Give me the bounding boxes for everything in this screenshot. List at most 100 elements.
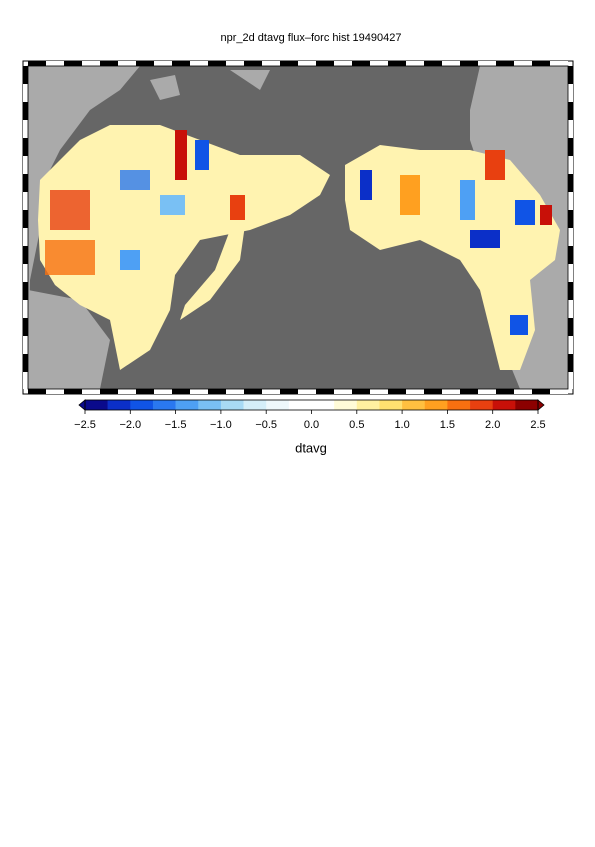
border-segment	[568, 318, 573, 336]
border-segment	[23, 354, 28, 372]
data-cells	[45, 130, 552, 335]
border-segment	[388, 389, 406, 394]
border-segment	[172, 61, 190, 66]
border-segment	[568, 156, 573, 174]
border-segment	[23, 282, 28, 300]
border-segment	[388, 61, 406, 66]
colorbar-bin	[492, 400, 516, 410]
border-segment	[262, 389, 280, 394]
border-segment	[82, 61, 100, 66]
border-segment	[23, 156, 28, 174]
land	[28, 290, 110, 389]
colorbar-bin	[288, 400, 312, 410]
colorbar-tick-label: 2.5	[530, 419, 545, 431]
colorbar-tick-label: 1.5	[440, 419, 455, 431]
border-segment	[208, 61, 226, 66]
border-segment	[244, 61, 262, 66]
colorbar-bin	[152, 400, 176, 410]
border-segment	[244, 389, 262, 394]
colorbar-bin	[130, 400, 154, 410]
border-segment	[23, 210, 28, 228]
border-segment	[64, 61, 82, 66]
border-segment	[136, 389, 154, 394]
colorbar-tick-label: 0.0	[304, 419, 319, 431]
colorbar-tick-label: 0.5	[349, 419, 364, 431]
border-segment	[23, 318, 28, 336]
colorbar-tick-label: −1.0	[210, 419, 232, 431]
border-segment	[568, 300, 573, 318]
border-segment	[424, 61, 442, 66]
border-segment	[118, 61, 136, 66]
island	[150, 70, 270, 100]
colorbar-bin	[334, 400, 358, 410]
border-segment	[568, 84, 573, 102]
border-segment	[568, 138, 573, 156]
data-region	[345, 145, 560, 370]
border-segment	[23, 84, 28, 102]
border-segment	[136, 61, 154, 66]
border-segment	[568, 192, 573, 210]
colorbar-bin	[311, 400, 335, 410]
colorbar-label: dtavg	[295, 440, 327, 455]
border-segment	[23, 102, 28, 120]
border-segment	[568, 210, 573, 228]
border-segment	[226, 61, 244, 66]
border-segment	[478, 389, 496, 394]
border-segment	[442, 61, 460, 66]
border-segment	[23, 300, 28, 318]
border-segment	[568, 354, 573, 372]
colorbar-tick-label: −2.0	[119, 419, 141, 431]
border-segment	[172, 389, 190, 394]
colorbar-tick-label: 1.0	[394, 419, 409, 431]
border-segment	[568, 120, 573, 138]
border-segment	[298, 61, 316, 66]
border-segment	[100, 389, 118, 394]
colorbar-bin	[107, 400, 131, 410]
border-segment	[496, 389, 514, 394]
border-segment	[406, 389, 424, 394]
border-segment	[280, 61, 298, 66]
border-segment	[496, 61, 514, 66]
border-segment	[550, 61, 568, 66]
border-segment	[460, 389, 478, 394]
border-segment	[568, 174, 573, 192]
border-segment	[370, 61, 388, 66]
border-segment	[280, 389, 298, 394]
border-segment	[28, 61, 46, 66]
border-segment	[352, 389, 370, 394]
border-segment	[28, 389, 46, 394]
border-segment	[316, 389, 334, 394]
border-segment	[532, 389, 550, 394]
colorbar-bin	[379, 400, 403, 410]
border-segment	[23, 264, 28, 282]
colorbar-bin	[402, 400, 426, 410]
border-segment	[64, 389, 82, 394]
colorbar-bin	[175, 400, 199, 410]
land	[28, 66, 140, 389]
colorbar-bin	[424, 400, 448, 410]
data-region	[38, 125, 330, 370]
colorbar-bin	[266, 400, 290, 410]
border-segment	[46, 389, 64, 394]
border-segment	[190, 389, 208, 394]
border-segment	[478, 61, 496, 66]
colorbar-tick-label: −2.5	[74, 419, 96, 431]
border-segment	[334, 389, 352, 394]
border-segment	[568, 228, 573, 246]
border-segment	[514, 61, 532, 66]
data-region	[180, 225, 245, 320]
map-edge	[27, 65, 569, 390]
border-segment	[118, 389, 136, 394]
border-segment	[23, 66, 28, 84]
border-segment	[568, 282, 573, 300]
border-segment	[82, 389, 100, 394]
border-segment	[100, 61, 118, 66]
border-segment	[23, 192, 28, 210]
map	[28, 66, 568, 389]
border-segment	[190, 61, 208, 66]
border-segment	[154, 61, 172, 66]
border-segment	[23, 120, 28, 138]
title: npr_2d dtavg flux–forc hist 19490427	[220, 32, 401, 44]
border-segment	[154, 389, 172, 394]
